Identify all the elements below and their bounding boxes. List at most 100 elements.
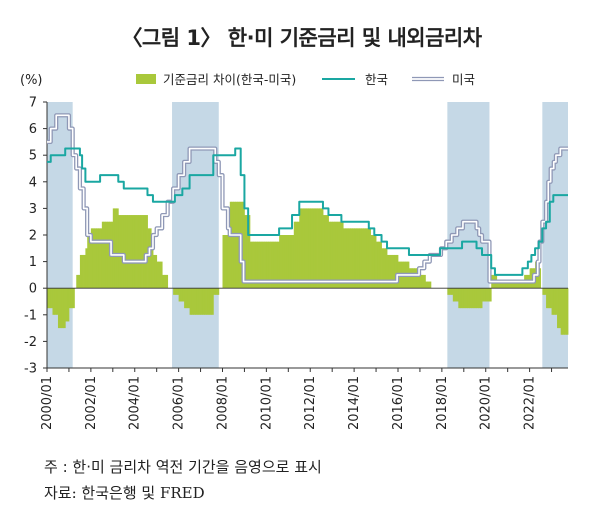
diff-bar-249 — [502, 281, 505, 289]
diff-bar-238 — [482, 288, 485, 302]
diff-bar-121 — [268, 241, 271, 289]
diff-bar-97 — [224, 235, 227, 289]
diff-bar-283 — [564, 288, 567, 335]
diff-bar-102 — [233, 201, 236, 289]
diff-bar-13 — [70, 288, 73, 309]
diff-bar-36 — [112, 208, 116, 289]
diff-bar-151 — [323, 215, 326, 289]
diff-bar-113 — [253, 241, 256, 289]
diff-bar-69 — [173, 288, 176, 295]
diff-bar-78 — [189, 288, 192, 315]
diff-bar-74 — [182, 288, 185, 302]
diff-bar-179 — [374, 235, 377, 289]
diff-bar-65 — [165, 274, 169, 289]
diff-bar-124 — [273, 241, 276, 289]
diff-bar-43 — [125, 215, 128, 289]
diff-bar-25 — [92, 228, 95, 289]
diff-bar-0 — [47, 288, 50, 309]
diff-bar-122 — [270, 241, 273, 289]
diff-bar-37 — [114, 208, 117, 289]
diff-bar-101 — [231, 201, 234, 289]
diff-bar-279 — [557, 288, 560, 329]
diff-bar-157 — [334, 221, 337, 289]
diff-bar-205 — [421, 274, 424, 289]
diff-bar-31 — [103, 221, 106, 289]
y-tick-label: -3 — [24, 362, 37, 377]
diff-bar-110 — [248, 215, 251, 289]
diff-bar-276 — [551, 288, 554, 315]
diff-bar-85 — [202, 288, 205, 315]
diff-bar-7 — [59, 288, 63, 329]
diff-bar-239 — [483, 288, 487, 302]
diff-bar-107 — [242, 201, 245, 289]
diff-bar-71 — [176, 288, 180, 295]
diff-bar-5 — [56, 288, 59, 315]
x-tick-label: 2006/01 — [172, 376, 187, 430]
diff-bar-273 — [546, 288, 549, 309]
diff-bar-118 — [262, 241, 265, 289]
diff-bar-72 — [178, 288, 181, 302]
chart-title: 〈그림 1〉 한·미 기준금리 및 내외금리차 — [121, 26, 482, 50]
diff-bar-135 — [293, 221, 297, 289]
diff-bar-162 — [343, 228, 346, 289]
diff-bar-169 — [355, 228, 359, 289]
diff-bar-209 — [429, 281, 432, 289]
diff-bar-88 — [207, 288, 211, 315]
diff-bar-22 — [87, 235, 90, 289]
diff-bar-159 — [337, 221, 340, 289]
diff-bar-29 — [100, 228, 103, 289]
x-tick-label: 2000/01 — [40, 376, 55, 430]
diff-bar-204 — [419, 274, 423, 289]
diff-bar-133 — [290, 235, 293, 289]
diff-bar-117 — [260, 241, 264, 289]
diff-bar-227 — [461, 288, 465, 309]
diff-bar-91 — [213, 288, 216, 295]
diff-bar-234 — [474, 288, 477, 309]
diff-bar-199 — [410, 268, 414, 289]
diff-bar-269 — [538, 268, 541, 289]
diff-bar-226 — [460, 288, 463, 309]
diff-bar-11 — [67, 288, 70, 322]
diff-bar-206 — [423, 274, 426, 289]
diff-bar-53 — [143, 215, 147, 289]
diff-bar-92 — [215, 288, 218, 295]
diff-bar-59 — [154, 254, 158, 289]
diff-bar-56 — [149, 228, 152, 289]
diff-bar-3 — [52, 288, 55, 315]
diff-bar-16 — [76, 274, 79, 289]
diff-bar-132 — [288, 235, 291, 289]
diff-bar-104 — [237, 201, 240, 289]
x-tick-label: 2008/01 — [215, 376, 230, 430]
korea-rate-line — [47, 147, 568, 276]
diff-bar-188 — [390, 254, 393, 289]
diff-bar-152 — [324, 215, 328, 289]
diff-bar-183 — [381, 248, 384, 289]
diff-bar-64 — [163, 274, 167, 289]
diff-bar-96 — [222, 235, 225, 289]
x-tick-label: 2018/01 — [435, 376, 450, 430]
diff-bar-6 — [57, 288, 61, 329]
diff-bar-54 — [145, 215, 148, 289]
diff-bar-10 — [65, 288, 68, 322]
diff-bar-246 — [496, 281, 499, 289]
diff-bar-281 — [560, 288, 563, 335]
diff-bar-49 — [136, 215, 139, 289]
diff-bar-86 — [204, 288, 207, 315]
diff-bar-24 — [90, 228, 94, 289]
diff-bar-28 — [98, 228, 101, 289]
x-tick-label: 2022/01 — [523, 376, 538, 430]
y-tick-label: 7 — [29, 96, 37, 111]
diff-bar-233 — [472, 288, 476, 309]
diff-bar-221 — [451, 288, 454, 295]
diff-bar-116 — [259, 241, 262, 289]
diff-bar-75 — [184, 288, 187, 309]
diff-bar-220 — [449, 288, 452, 295]
diff-bar-70 — [174, 288, 178, 295]
diff-bar-240 — [485, 288, 488, 302]
diff-bar-144 — [310, 208, 313, 289]
diff-bar-137 — [297, 221, 300, 289]
diff-bar-250 — [504, 281, 507, 289]
diff-bar-200 — [412, 268, 415, 289]
legend-label-diff: 기준금리 차이(한국-미국) — [163, 72, 296, 87]
diff-bar-153 — [326, 215, 329, 289]
